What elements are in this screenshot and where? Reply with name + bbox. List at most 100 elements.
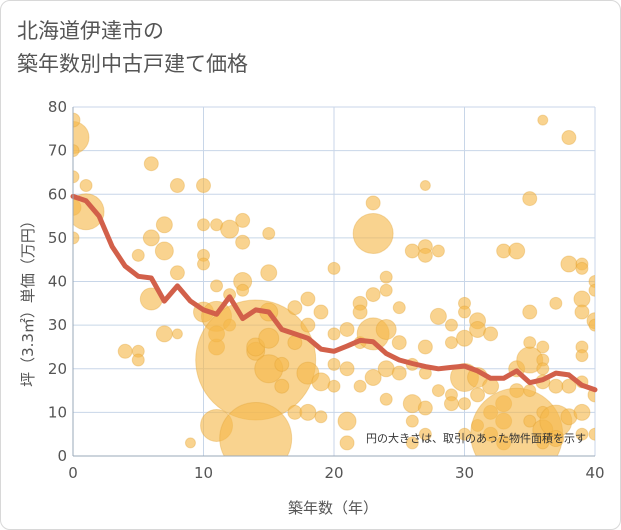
x-axis-title: 築年数（年） <box>288 499 378 517</box>
y-tick-label: 0 <box>57 447 67 465</box>
bubble-point <box>536 436 550 450</box>
bubble-point <box>274 356 290 372</box>
chart-title: 北海道伊達市の 築年数別中古戸建て価格 <box>17 15 248 81</box>
bubble-point <box>143 156 159 172</box>
bubble-point <box>537 114 549 126</box>
bubble-point <box>219 402 293 456</box>
bubble-point <box>444 318 458 332</box>
bubble-point <box>456 329 473 347</box>
bubble-point <box>117 343 133 359</box>
bubble-point <box>197 257 210 271</box>
bubble-point <box>314 410 328 424</box>
bubble-point <box>260 264 278 282</box>
bubble-point <box>443 396 459 412</box>
axis-layer: 0 10 20 30 40 50 60 70 80 0 10 20 30 40 <box>48 98 605 482</box>
bubble-point <box>379 270 393 284</box>
bubble-point <box>169 265 185 281</box>
bubble-point <box>353 379 367 393</box>
y-tick-label: 60 <box>48 185 67 203</box>
bubble-point <box>339 361 355 377</box>
bubble-point <box>169 178 185 194</box>
bubble-point <box>184 437 196 449</box>
bubble-point <box>79 179 93 193</box>
bubble-point <box>405 414 419 428</box>
bubble-point <box>536 362 550 376</box>
bubble-point <box>364 368 382 386</box>
bubble-point <box>337 411 357 431</box>
bubble-point <box>429 307 447 325</box>
y-tick-label: 50 <box>48 229 67 247</box>
bubble-point <box>536 340 550 354</box>
y-tick-label: 70 <box>48 142 67 160</box>
x-tick-label: 20 <box>324 464 343 482</box>
bubble-point <box>73 170 80 184</box>
bubble-point <box>458 427 471 441</box>
bubble-point <box>573 403 591 421</box>
bubble-point <box>588 283 595 297</box>
bubble-point <box>404 243 420 259</box>
bubble-point <box>73 121 90 155</box>
bubble-point <box>197 218 210 232</box>
y-tick-label: 80 <box>48 98 67 116</box>
bubble-point <box>327 261 341 275</box>
bubble-point <box>418 427 432 441</box>
chart-title-line-1: 北海道伊達市の <box>17 19 164 43</box>
bubble-point <box>561 130 577 146</box>
bubble-point <box>155 216 173 234</box>
y-tick-label: 10 <box>48 403 67 421</box>
y-tick-label: 40 <box>48 273 67 291</box>
bubble-point <box>458 397 471 411</box>
bubble-point <box>508 242 526 260</box>
bubble-point <box>377 360 395 378</box>
bubble-point <box>431 244 445 258</box>
bubble-point <box>417 339 433 355</box>
bubble-point <box>523 414 537 428</box>
bubble-point <box>220 219 240 239</box>
bubble-point <box>469 320 487 338</box>
bubble-point <box>300 291 316 307</box>
bubble-point <box>548 378 564 394</box>
bubble-point <box>405 436 419 450</box>
bubble-point <box>431 384 445 398</box>
bubble-point <box>391 365 407 381</box>
bubble-point <box>142 229 160 247</box>
bubble-point <box>522 191 538 207</box>
bubble-point <box>235 234 251 250</box>
bubble-point <box>588 427 595 441</box>
bubble-point <box>417 247 433 263</box>
bubble-point <box>352 304 368 320</box>
bubble-point <box>523 384 537 398</box>
bubble-point <box>131 353 145 367</box>
bubble-layer <box>73 112 595 456</box>
bubble-point <box>522 304 538 320</box>
bubble-point <box>339 321 355 337</box>
x-tick-label: 40 <box>585 464 604 482</box>
average-price-line <box>70 193 598 393</box>
bubble-point <box>470 387 486 403</box>
y-tick-label: 30 <box>48 316 67 334</box>
bubble-point <box>392 301 406 315</box>
bubble-point <box>73 231 80 245</box>
bubble-point <box>575 349 589 363</box>
bubble-point <box>574 304 590 320</box>
bubble-point <box>299 403 317 421</box>
size-annotation: 円の大きさは、取引のあった物件面積を示す <box>366 431 586 445</box>
bubble-point <box>300 317 316 333</box>
bubble-point <box>391 335 407 351</box>
bubble-point <box>210 279 224 293</box>
bubble-point <box>561 378 577 394</box>
bubble-point <box>311 372 331 392</box>
bubble-point <box>235 212 251 228</box>
bubble-point <box>327 379 341 393</box>
bubble-point <box>352 213 394 255</box>
bubble-point <box>236 283 250 297</box>
bubble-point <box>155 325 173 343</box>
bubble-point <box>171 328 183 340</box>
bubble-point <box>379 283 393 297</box>
bubble-point <box>549 296 563 310</box>
bubble-point <box>274 378 290 394</box>
bubble-point <box>547 430 565 448</box>
bubble-point <box>154 241 174 261</box>
